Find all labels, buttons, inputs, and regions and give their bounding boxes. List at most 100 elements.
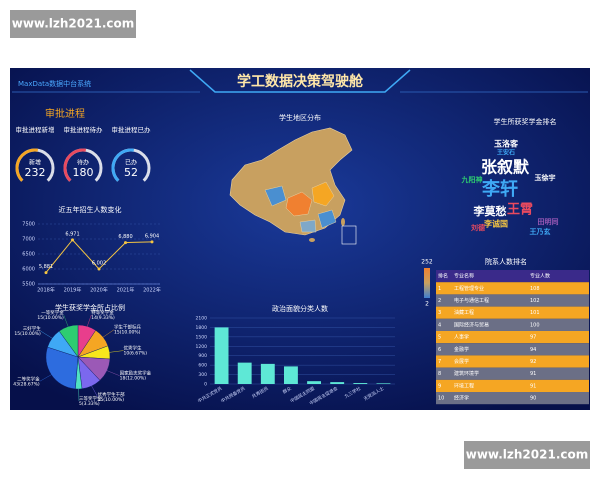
x-tick-label: 2018年 — [37, 287, 55, 294]
table-cell: 1 — [438, 286, 441, 292]
table-cell: 7 — [438, 359, 441, 365]
bar — [353, 383, 368, 384]
gauge-label: 待办 — [77, 159, 89, 167]
y-tick-label: 1500 — [196, 334, 208, 340]
table-cell: 10 — [438, 396, 444, 402]
y-tick-label: 2100 — [196, 316, 208, 322]
table-cell: 电子与通信工程 — [454, 297, 489, 304]
bar — [330, 382, 345, 384]
table-cell: 108 — [530, 286, 540, 292]
watermark-box — [464, 441, 590, 469]
map-region — [285, 191, 313, 217]
table-cell: 建筑环境学 — [454, 370, 479, 377]
gauge-caption: 审批进程新增 — [16, 125, 55, 134]
table-row — [436, 392, 589, 405]
table-cell: 人事学 — [454, 334, 469, 341]
map-island — [309, 238, 315, 242]
map-region — [264, 185, 287, 207]
word: 田明同 — [538, 217, 559, 226]
y-tick-label: 900 — [198, 353, 207, 359]
pie-slice — [58, 324, 79, 358]
pie-value-label: 5(3.33%) — [79, 401, 100, 407]
x-tick-label: 2019年 — [64, 287, 82, 294]
pie-leader — [102, 329, 115, 338]
word: 李诚国 — [483, 219, 508, 229]
pie-leader — [63, 315, 69, 327]
y-tick-label: 0 — [204, 382, 207, 388]
gauge-arc — [15, 148, 39, 182]
word: 王安石 — [497, 149, 515, 157]
line-point — [44, 271, 48, 275]
table-row — [436, 367, 589, 380]
y-tick-label: 600 — [198, 363, 207, 369]
pie-category: 国家励志奖学金 — [120, 370, 152, 377]
table-row — [436, 282, 589, 295]
pie-category: 三好学生 — [23, 325, 41, 332]
pie-category: 一等奖学金 — [41, 309, 64, 316]
system-name: MaxData数据中台系统 — [18, 79, 91, 88]
map-scale — [424, 268, 430, 298]
table-cell: 90 — [530, 396, 536, 402]
bar — [260, 363, 275, 384]
pie-category: 优秀学生 — [124, 345, 142, 352]
pie-value-label: 15(10.00%) — [98, 397, 125, 403]
table-cell: 5 — [438, 335, 441, 341]
y-tick-label: 1200 — [196, 344, 208, 350]
y-tick-label: 300 — [198, 372, 207, 378]
table-cell: 102 — [530, 298, 540, 304]
bar — [284, 366, 298, 384]
bar — [376, 383, 391, 384]
y-tick-label: 6500 — [22, 252, 35, 258]
gauge-caption: 审批进程待办 — [64, 125, 104, 134]
pie-value-label: 43(28.67%) — [13, 381, 40, 387]
table-row — [436, 294, 589, 307]
bar — [237, 362, 252, 384]
header-frame — [189, 69, 411, 93]
map-region — [311, 181, 335, 207]
y-tick-label: 7000 — [22, 237, 35, 243]
word: 王霄 — [507, 203, 533, 218]
column-header: 专业名称 — [454, 273, 474, 280]
table-row — [436, 331, 589, 344]
data-label: 6,971 — [65, 231, 79, 237]
word: 玉徐宇 — [535, 173, 556, 182]
panel-title: 政治面貌分类人数 — [272, 304, 328, 313]
table-cell: 国际经济与贸易 — [454, 321, 489, 328]
table-cell: 2 — [438, 298, 441, 304]
map-inset — [341, 225, 357, 245]
y-tick-label: 1800 — [196, 325, 208, 331]
pie-value-label: 18(12.00%) — [120, 376, 147, 382]
pie-value-label: 15(10.00%) — [14, 331, 41, 337]
data-label: 6,002 — [92, 260, 106, 266]
panel-title: 院系人数排名 — [485, 257, 527, 266]
table-row — [436, 379, 589, 392]
gauge-value: 52 — [124, 166, 138, 179]
pie-category: 特等奖学金 — [91, 309, 114, 316]
table-cell: 6 — [438, 347, 441, 353]
y-tick-label: 5500 — [22, 282, 35, 288]
word: 李莫愁 — [473, 204, 507, 218]
gauge-label: 已办 — [125, 159, 137, 167]
table-cell: 101 — [530, 310, 540, 316]
map-scale-max: 252 — [421, 259, 433, 266]
table-cell: 4 — [438, 322, 441, 328]
gauge-label: 新增 — [29, 159, 41, 167]
panel-title: 学生获奖学金所占比例 — [55, 303, 125, 312]
pie-category: 三等奖学金 — [79, 395, 102, 402]
pie-value-label: 10(6.67%) — [124, 351, 148, 357]
gauge-arc — [63, 148, 87, 182]
data-label: 5,881 — [39, 264, 53, 270]
map-region — [229, 127, 353, 236]
table-cell: 91 — [530, 383, 536, 389]
section-title: 审批进程 — [45, 107, 85, 120]
bar — [214, 327, 229, 384]
table-cell: 92 — [530, 359, 536, 365]
map-island — [341, 218, 345, 226]
line-point — [71, 238, 74, 242]
table-row — [436, 318, 589, 331]
table-cell: 8 — [438, 371, 441, 377]
china-map — [229, 127, 357, 245]
table-cell: 环境工程 — [454, 382, 474, 389]
word: 王乃玄 — [530, 227, 551, 236]
map-region — [299, 219, 317, 233]
